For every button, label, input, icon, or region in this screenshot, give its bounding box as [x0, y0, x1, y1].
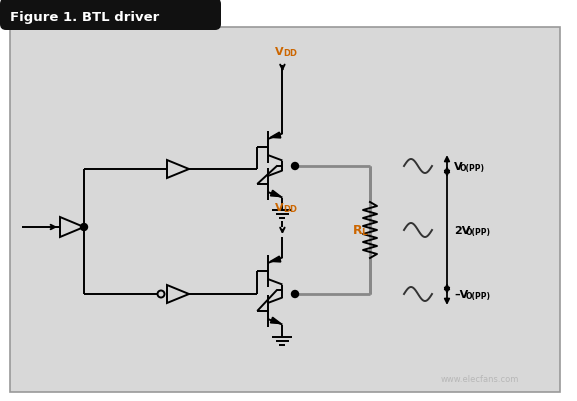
- FancyBboxPatch shape: [0, 0, 221, 31]
- Text: –V: –V: [454, 289, 469, 299]
- Polygon shape: [60, 217, 84, 237]
- Circle shape: [158, 291, 164, 298]
- Text: O(PP): O(PP): [466, 291, 490, 300]
- Polygon shape: [271, 191, 281, 197]
- Text: V: V: [275, 203, 284, 213]
- Polygon shape: [271, 318, 281, 324]
- Circle shape: [81, 224, 88, 231]
- Circle shape: [291, 163, 298, 170]
- Text: Figure 1. BTL driver: Figure 1. BTL driver: [10, 12, 159, 24]
- Text: www.elecfans.com: www.elecfans.com: [441, 375, 519, 383]
- Polygon shape: [271, 257, 281, 262]
- Text: R: R: [353, 224, 362, 237]
- Polygon shape: [167, 160, 189, 178]
- FancyBboxPatch shape: [10, 28, 560, 392]
- Text: V: V: [454, 162, 463, 172]
- Text: O(PP): O(PP): [466, 227, 490, 237]
- Text: DD: DD: [283, 49, 297, 58]
- Text: DD: DD: [283, 205, 297, 213]
- Text: L: L: [361, 228, 367, 237]
- Polygon shape: [271, 133, 281, 139]
- Text: 2V: 2V: [454, 225, 470, 235]
- Text: V: V: [275, 47, 284, 57]
- Text: O(PP): O(PP): [460, 164, 485, 172]
- Circle shape: [291, 291, 298, 298]
- Polygon shape: [167, 285, 189, 303]
